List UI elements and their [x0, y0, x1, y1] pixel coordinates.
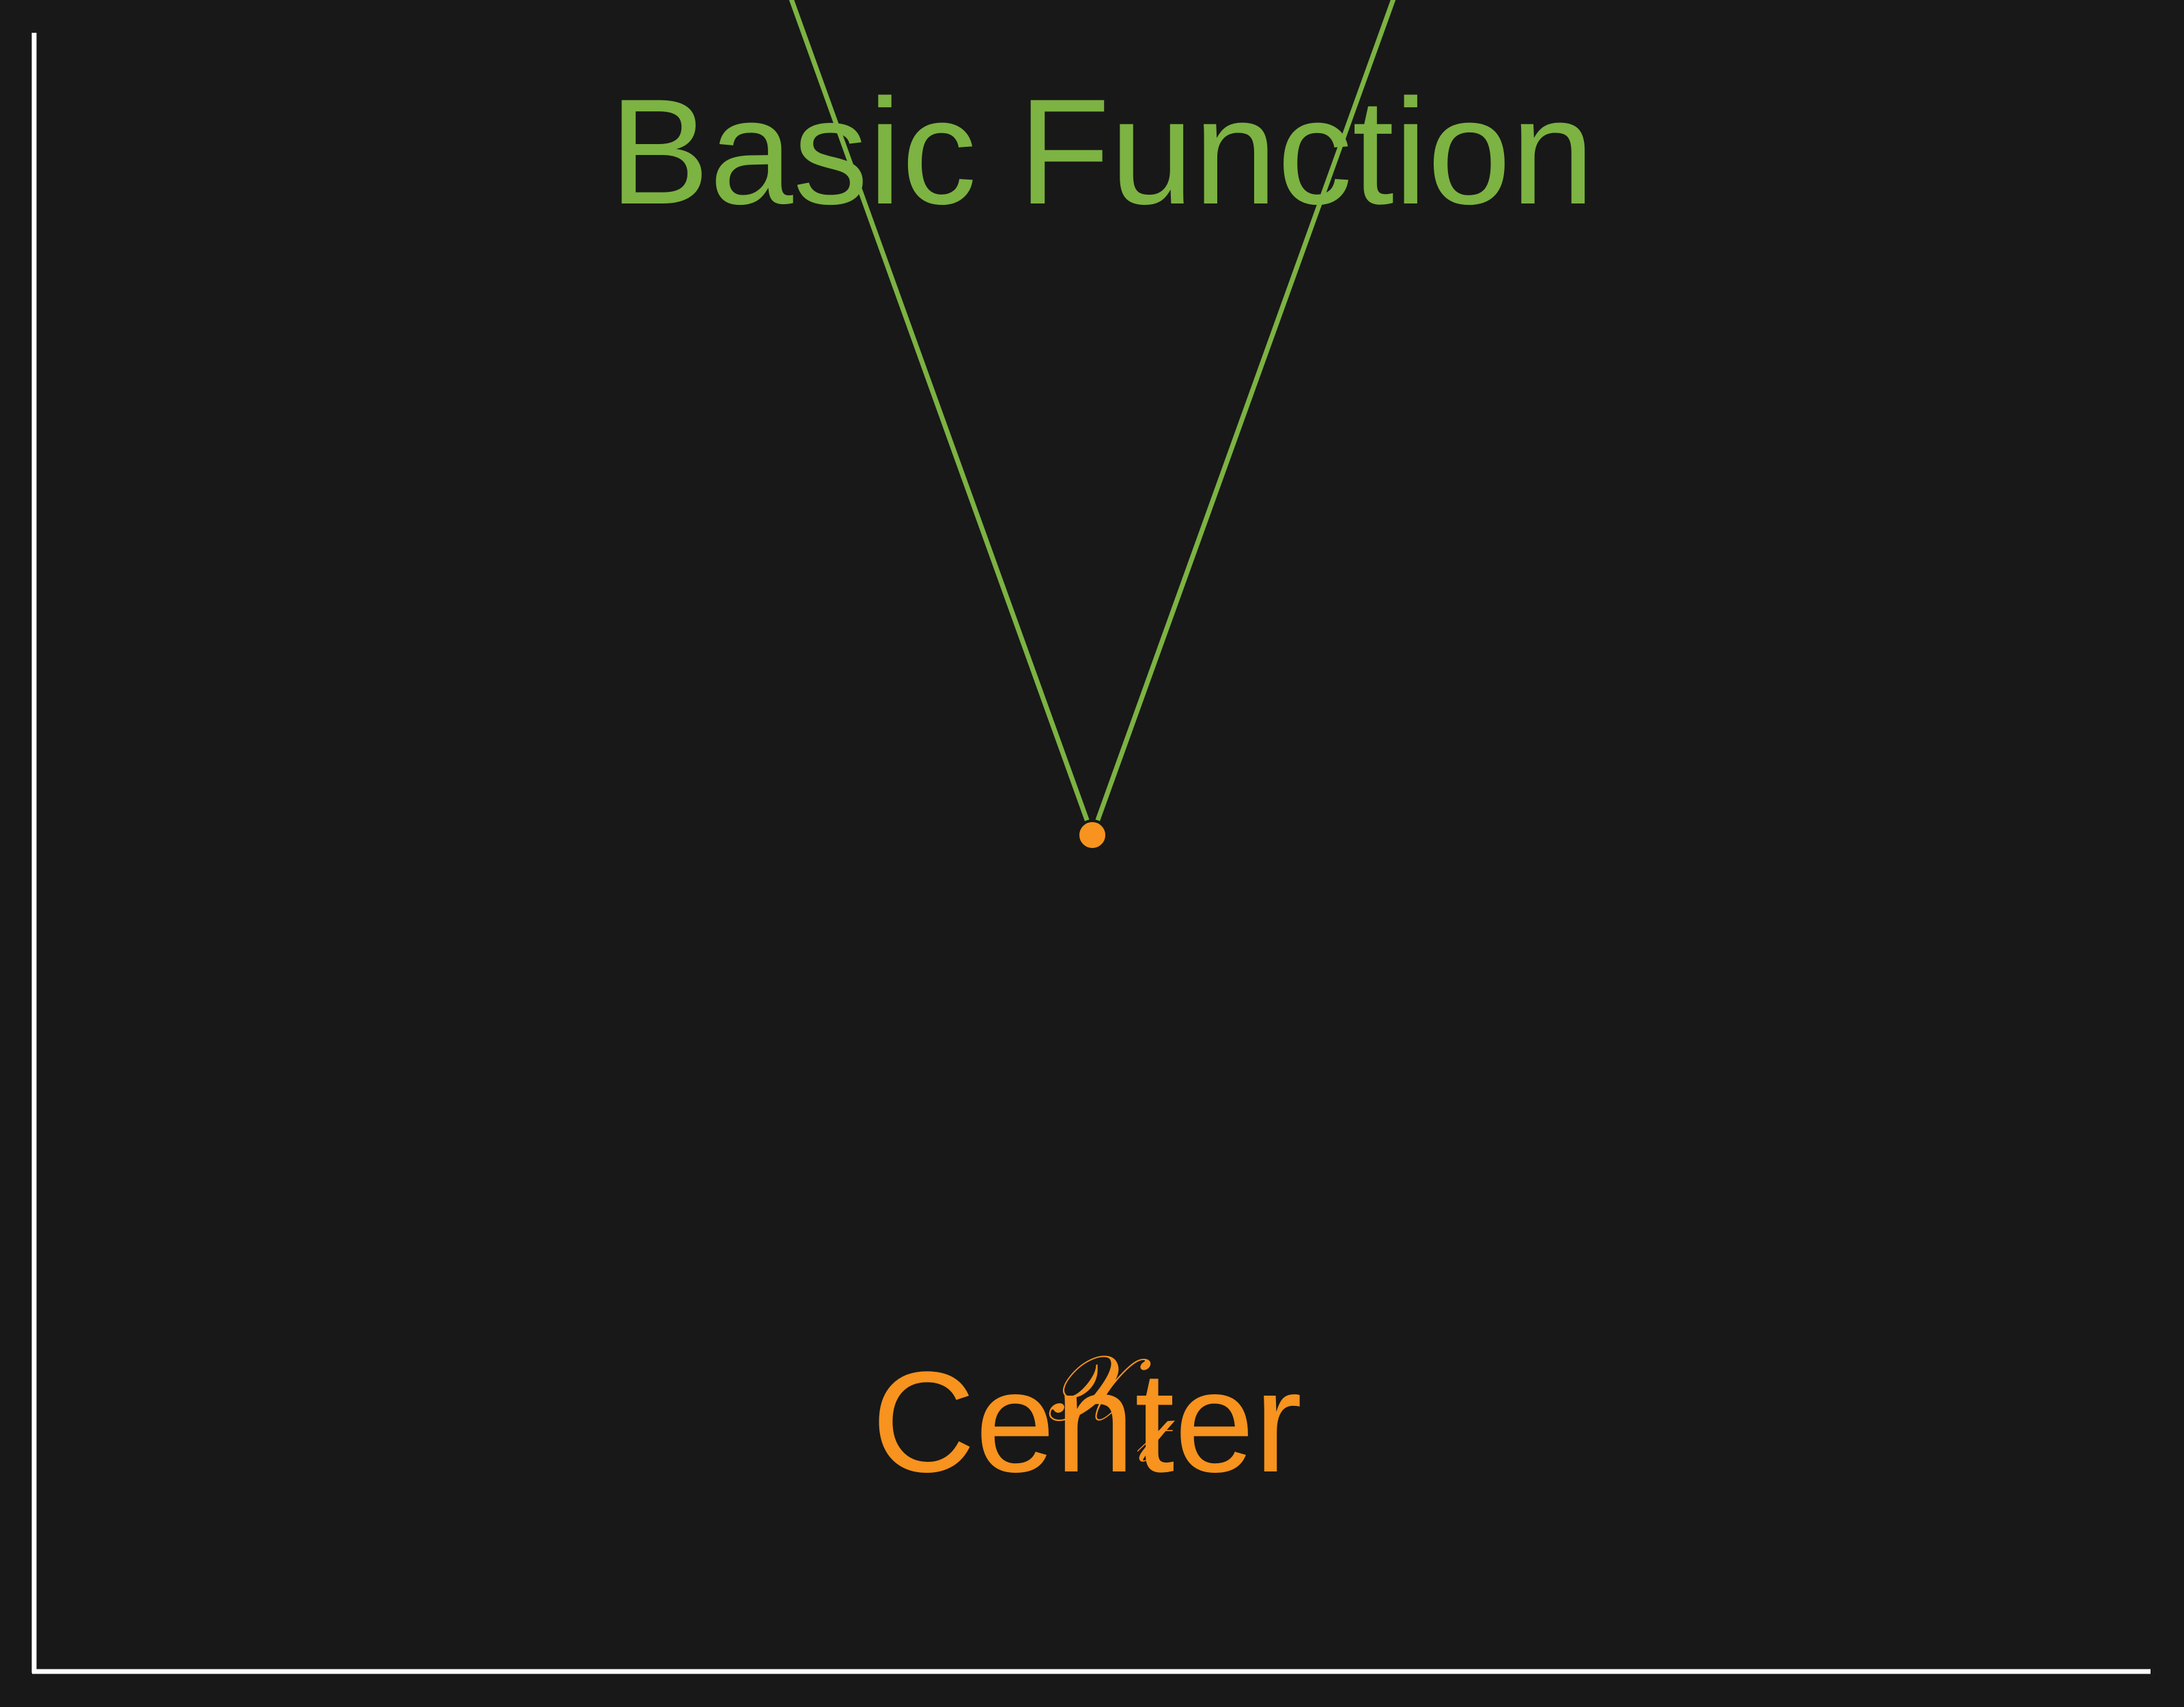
chart-title: Basic Function — [610, 68, 1595, 236]
center-point-marker — [1077, 819, 1108, 851]
center-point-label: Center — [872, 1342, 1302, 1502]
